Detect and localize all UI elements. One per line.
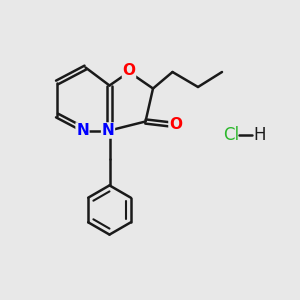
Text: N: N	[102, 123, 114, 138]
Text: O: O	[122, 63, 136, 78]
Text: O: O	[169, 117, 182, 132]
Text: N: N	[76, 123, 89, 138]
Text: H: H	[253, 126, 266, 144]
Text: Cl: Cl	[223, 126, 239, 144]
